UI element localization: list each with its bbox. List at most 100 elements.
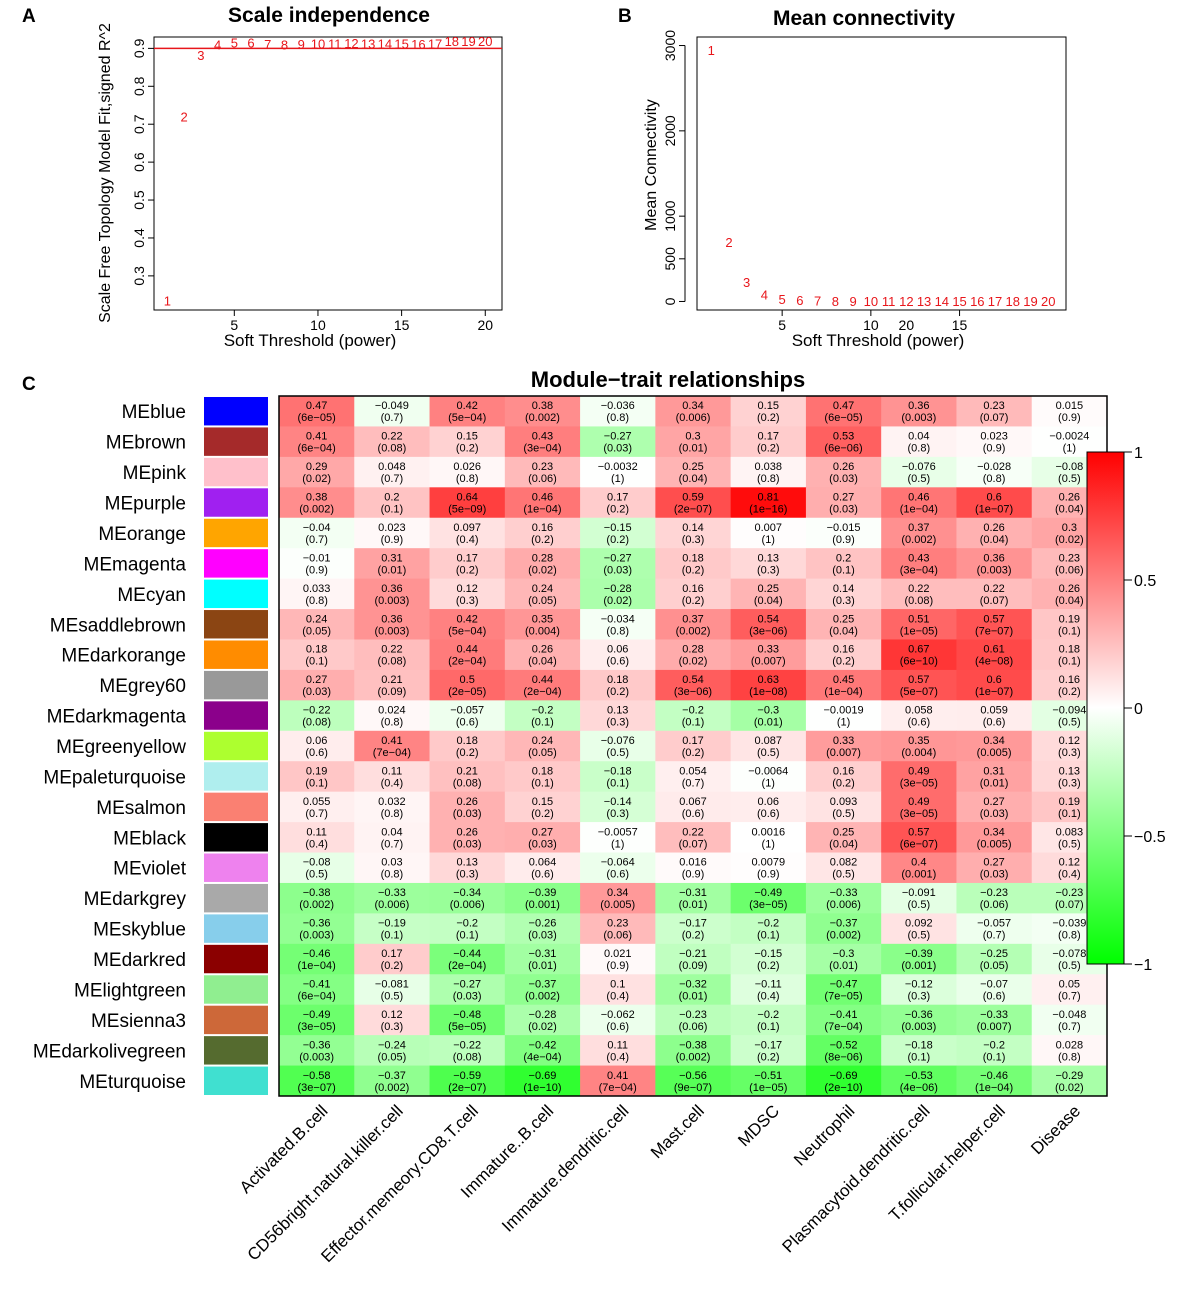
cell-pvalue: (0.06) — [679, 1021, 708, 1033]
cell-pvalue: (0.007) — [977, 1021, 1012, 1033]
module-color-swatch — [204, 1036, 268, 1065]
cell-pvalue: (0.003) — [299, 1051, 334, 1063]
cell-correlation: 0.22 — [908, 583, 929, 595]
heatmap-cell — [730, 700, 807, 732]
cell-correlation: 0.15 — [532, 796, 553, 808]
heatmap-cell — [429, 852, 506, 884]
cell-pvalue: (0.6) — [757, 808, 780, 820]
heatmap-cell — [504, 609, 581, 640]
heatmap-cell — [504, 456, 581, 488]
cell-correlation: 0.36 — [908, 400, 929, 412]
heatmap-cell — [580, 456, 656, 488]
cell-pvalue: (0.02) — [302, 473, 331, 485]
cell-pvalue: (6e−04) — [298, 990, 336, 1002]
cell-pvalue: (2e−04) — [523, 686, 561, 698]
heatmap-cell — [730, 730, 807, 762]
cell-correlation: 0.04 — [908, 431, 929, 443]
cell-pvalue: (0.03) — [829, 504, 858, 516]
heatmap-cell — [956, 639, 1033, 671]
cell-correlation: −0.064 — [601, 857, 635, 869]
cell-correlation: 0.36 — [381, 583, 402, 595]
heatmap-cell — [881, 639, 957, 671]
heatmap-cell — [429, 517, 506, 549]
cell-correlation: 0.25 — [682, 461, 703, 473]
module-color-swatch — [204, 975, 268, 1004]
heatmap-cell — [429, 426, 506, 458]
scatter-point-label: 4 — [214, 38, 221, 53]
heatmap-cell — [805, 669, 882, 701]
cell-pvalue: (7e−04) — [599, 1082, 637, 1094]
heatmap-cells: 0.47(6e−05)−0.049(0.7)0.42(5e−04)0.38(0.… — [279, 396, 1108, 1097]
cell-correlation: −0.42 — [529, 1039, 557, 1051]
cell-pvalue: (0.7) — [1058, 1021, 1081, 1033]
cell-correlation: 0.18 — [1059, 644, 1080, 656]
cell-correlation: 0.41 — [306, 431, 327, 443]
cell-correlation: −0.69 — [830, 1070, 858, 1082]
heatmap-cell — [279, 791, 355, 823]
cell-pvalue: (5e−09) — [448, 504, 486, 516]
column-label: Immature.dendritic.cell — [498, 1101, 632, 1235]
heatmap-cell — [730, 943, 807, 975]
cell-pvalue: (1e−16) — [749, 504, 787, 516]
cell-correlation: 0.06 — [758, 796, 779, 808]
heatmap-cell — [354, 639, 430, 671]
cell-correlation: 0.23 — [607, 918, 628, 930]
y-tick-label: 0.8 — [131, 76, 147, 96]
cell-pvalue: (0.05) — [528, 747, 557, 759]
heatmap-cell — [354, 487, 430, 519]
colorbar-tick-label: 0.5 — [1134, 573, 1156, 590]
cell-pvalue: (0.6) — [908, 717, 931, 729]
cell-correlation: 0.36 — [381, 613, 402, 625]
cell-pvalue: (5e−07) — [900, 686, 938, 698]
chart-b-y-ticks: 0 500 1000 2000 3000 — [662, 30, 686, 305]
cell-pvalue: (0.02) — [1055, 534, 1084, 546]
cell-correlation: 0.26 — [1059, 583, 1080, 595]
cell-pvalue: (0.6) — [606, 656, 629, 668]
cell-pvalue: (0.4) — [456, 534, 479, 546]
cell-correlation: 0.17 — [682, 735, 703, 747]
heatmap-cell — [580, 487, 656, 519]
cell-pvalue: (0.01) — [378, 564, 407, 576]
cell-correlation: 0.22 — [381, 644, 402, 656]
heatmap-cell — [956, 1035, 1033, 1066]
scatter-point-label: 2 — [725, 235, 732, 250]
cell-pvalue: (0.005) — [977, 747, 1012, 759]
cell-correlation: −0.19 — [378, 918, 406, 930]
cell-pvalue: (0.7) — [1058, 990, 1081, 1002]
cell-correlation: 0.47 — [306, 400, 327, 412]
heatmap-cell — [655, 578, 732, 610]
row-label: MEblack — [113, 828, 186, 849]
cell-pvalue: (0.3) — [381, 1021, 404, 1033]
cell-correlation: −0.41 — [303, 978, 331, 990]
heatmap-cell — [354, 1065, 430, 1097]
heatmap-cell — [279, 426, 355, 458]
cell-correlation: −0.32 — [679, 978, 707, 990]
heatmap-cell — [655, 548, 732, 580]
cell-pvalue: (0.04) — [1055, 504, 1084, 516]
panel-label-a: A — [22, 6, 36, 27]
cell-correlation: −0.036 — [601, 400, 635, 412]
cell-correlation: 0.14 — [833, 583, 854, 595]
heatmap-cell — [580, 730, 656, 762]
cell-correlation: 0.25 — [758, 583, 779, 595]
cell-correlation: 0.37 — [908, 522, 929, 534]
cell-pvalue: (1) — [1063, 443, 1076, 455]
heatmap-cell — [730, 1004, 807, 1036]
heatmap-cell — [655, 669, 732, 701]
row-label: MEdarkorange — [61, 646, 186, 667]
cell-pvalue: (2e−07) — [674, 504, 712, 516]
cell-pvalue: (0.8) — [456, 473, 479, 485]
heatmap-cell — [504, 396, 581, 427]
heatmap-cell — [279, 456, 355, 488]
scatter-point-label: 10 — [311, 36, 325, 51]
cell-pvalue: (0.04) — [829, 838, 858, 850]
cell-correlation: −0.034 — [601, 613, 635, 625]
heatmap-cell — [655, 639, 732, 671]
cell-pvalue: (0.7) — [305, 808, 328, 820]
heatmap-cell — [279, 609, 355, 640]
cell-pvalue: (0.8) — [606, 625, 629, 637]
cell-correlation: −0.47 — [830, 978, 858, 990]
cell-correlation: −0.28 — [529, 1009, 557, 1021]
cell-pvalue: (0.1) — [832, 564, 855, 576]
